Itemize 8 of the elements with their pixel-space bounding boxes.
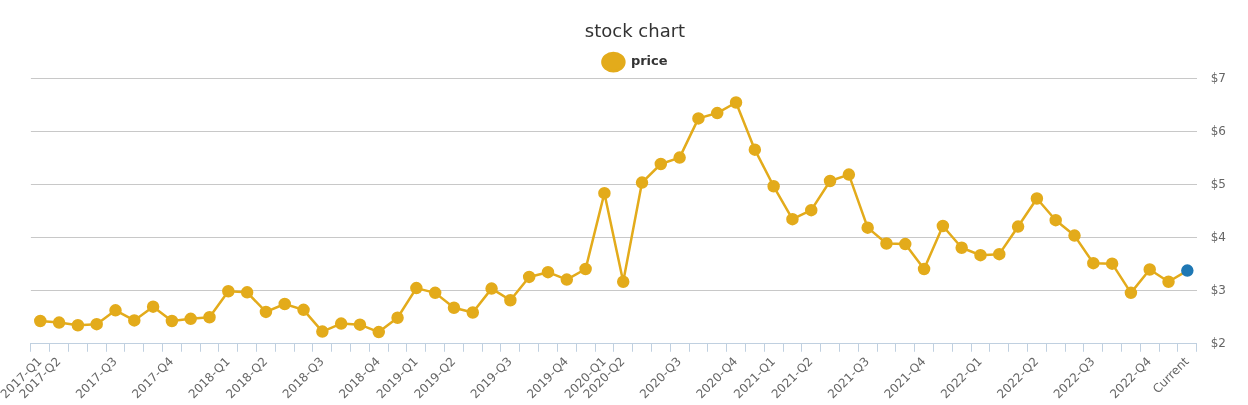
y-tick-label: $7 (1210, 70, 1227, 85)
legend-label: price (630, 53, 668, 69)
y-tick-label: $5 (1210, 176, 1227, 191)
y-tick-label: $6 (1210, 123, 1227, 138)
y-tick-label: $3 (1210, 282, 1227, 297)
chart-title: stock chart (584, 20, 686, 42)
y-tick-label: $4 (1210, 229, 1227, 244)
y-tick-label: $2 (1210, 335, 1227, 350)
